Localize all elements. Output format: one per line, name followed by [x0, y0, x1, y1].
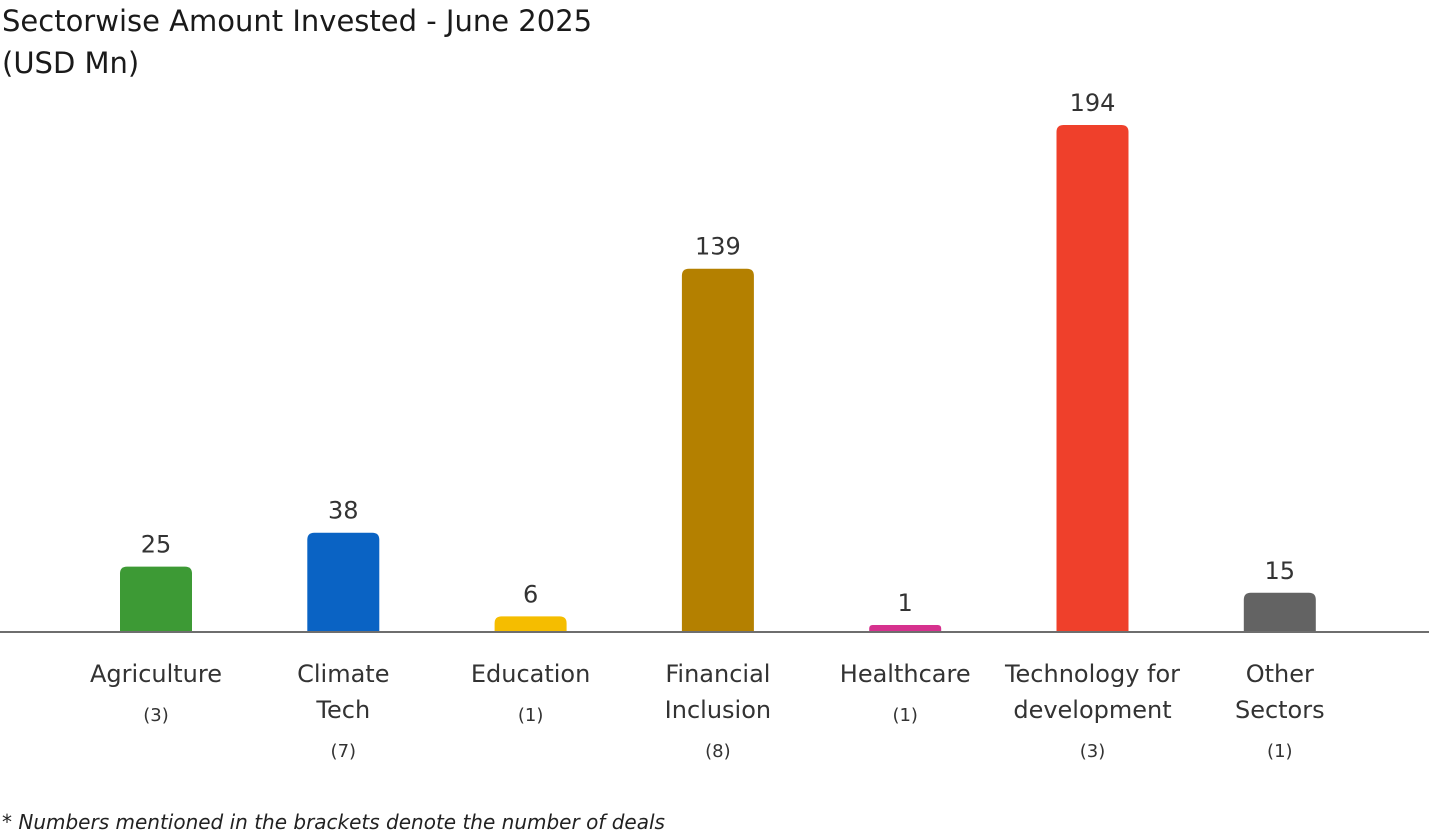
data-label: 139: [695, 233, 741, 261]
chart-title: Sectorwise Amount Invested - June 2025: [2, 4, 593, 38]
deal-count-label: (7): [331, 741, 357, 762]
category-label: Inclusion: [665, 696, 771, 724]
data-label: 1: [898, 589, 913, 617]
category-label: development: [1013, 696, 1171, 724]
data-label: 15: [1265, 557, 1296, 585]
bar: [307, 532, 380, 632]
category-label: Climate: [297, 660, 389, 688]
deal-count-label: (8): [705, 741, 731, 762]
data-label: 194: [1070, 89, 1116, 117]
deal-count-label: (3): [143, 705, 169, 726]
chart-title-block: Sectorwise Amount Invested - June 2025 (…: [2, 0, 592, 84]
deal-count-label: (1): [518, 705, 544, 726]
category-label: Other: [1246, 660, 1314, 688]
category-label: Agriculture: [90, 660, 222, 688]
category-label: Education: [471, 660, 590, 688]
deal-count-label: (1): [892, 705, 918, 726]
bar: [494, 616, 567, 632]
data-label: 6: [523, 580, 538, 608]
category-label: Financial: [665, 660, 770, 688]
bar: [1056, 125, 1129, 632]
deal-count-label: (1): [1267, 741, 1293, 762]
bar: [1243, 592, 1316, 632]
bar: [869, 625, 942, 632]
category-label: Technology for: [1004, 660, 1180, 688]
category-label: Healthcare: [840, 660, 971, 688]
category-label: Tech: [315, 696, 370, 724]
data-label: 25: [141, 531, 172, 559]
category-label: Sectors: [1235, 696, 1325, 724]
deal-count-label: (3): [1080, 741, 1106, 762]
bar: [120, 566, 192, 632]
footnote: * Numbers mentioned in the brackets deno…: [2, 810, 665, 834]
bar: [681, 268, 754, 632]
data-label: 38: [328, 497, 359, 525]
chart-subtitle: (USD Mn): [2, 46, 140, 80]
